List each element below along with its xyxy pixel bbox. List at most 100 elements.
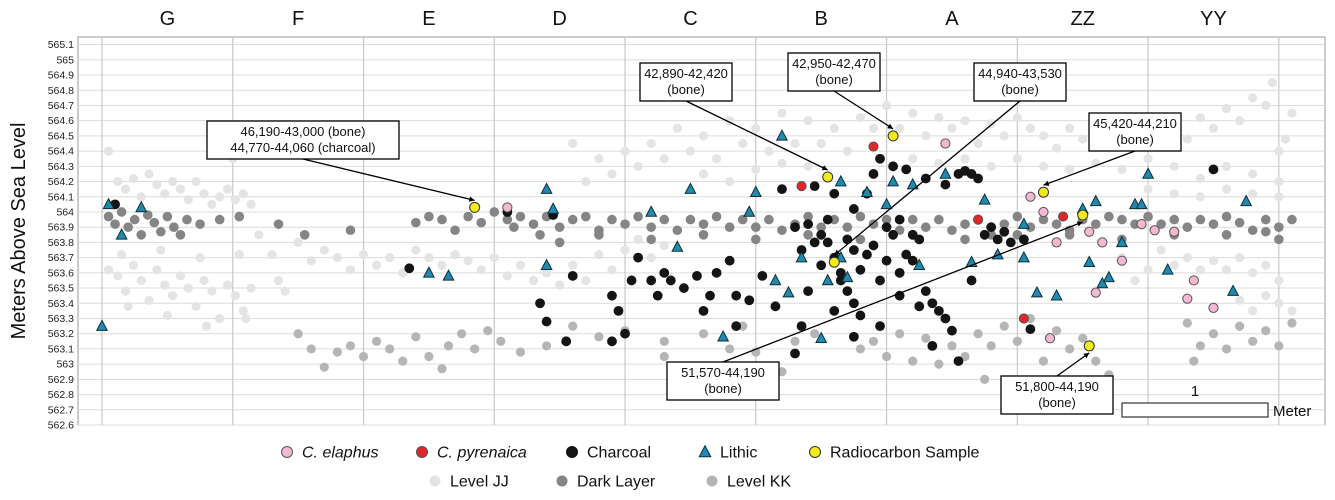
kk-point: [424, 351, 434, 362]
x-unit-label: F: [292, 8, 304, 30]
dark-point: [129, 214, 140, 225]
y-tick-label: 564.4: [48, 146, 74, 158]
charcoal-point: [790, 222, 800, 233]
kk-point: [483, 326, 493, 336]
jj-point: [568, 260, 578, 270]
lithic-point: [540, 258, 553, 271]
jj-point: [1274, 298, 1284, 308]
kk-point: [443, 341, 454, 351]
radiocarbon-point: [1037, 186, 1049, 198]
jj-point: [1208, 256, 1219, 266]
jj-point: [345, 265, 356, 275]
charcoal-point: [744, 295, 755, 306]
jj-point: [1038, 161, 1049, 171]
jj-point: [1143, 184, 1153, 194]
x-unit-label: D: [552, 8, 566, 30]
jj-point: [144, 169, 154, 179]
x-unit-label: YY: [1200, 8, 1227, 30]
charcoal-point: [567, 270, 578, 281]
callout-text: 51,570-44,190: [681, 365, 765, 380]
callout-box: [973, 62, 1067, 102]
callout-text: 45,420-44,210: [1093, 116, 1177, 131]
jj-point: [136, 275, 146, 286]
charcoal-point: [829, 188, 840, 199]
jj-point: [1274, 176, 1284, 187]
callout-text: (bone): [704, 381, 742, 396]
kk-point: [790, 336, 800, 346]
jj-point: [463, 256, 473, 266]
dark-point: [646, 222, 656, 232]
x-unit-label: A: [945, 8, 959, 30]
jj-point: [254, 230, 264, 240]
jj-point: [895, 123, 905, 133]
lithic-point: [743, 205, 756, 217]
dark-point: [698, 230, 709, 240]
dark-point: [999, 219, 1010, 229]
dark-point: [1274, 234, 1284, 245]
y-tick-label: 563.4: [48, 298, 74, 310]
jj-point: [230, 291, 240, 301]
dark-point: [123, 222, 133, 232]
callout-arrow-line: [1056, 352, 1090, 377]
lithic-point: [887, 174, 900, 187]
jj-point: [960, 116, 970, 126]
radiocarbon-point: [887, 130, 899, 142]
dark-point: [1274, 222, 1284, 232]
jj-point: [829, 123, 839, 133]
kk-point: [332, 347, 342, 357]
elaphus-point: [1044, 333, 1056, 344]
jj-point: [234, 249, 244, 260]
charcoal-point: [607, 336, 617, 347]
callout-text: (bone): [1038, 395, 1076, 410]
elaphus-point: [1051, 237, 1062, 248]
jj-point: [222, 280, 233, 290]
charcoal-point: [855, 264, 866, 275]
callout-text: (bone): [1116, 132, 1154, 147]
kk-point: [868, 336, 879, 346]
jj-point: [183, 283, 193, 293]
dark-point: [1260, 214, 1271, 225]
lithic-point: [769, 273, 782, 286]
radiocarbon-point: [1083, 340, 1095, 352]
kk-point: [1189, 356, 1199, 366]
dark-point: [535, 230, 545, 240]
jj-point: [659, 240, 669, 251]
kk-point: [411, 332, 421, 342]
jj-point: [1065, 123, 1075, 133]
jj-point: [685, 146, 696, 156]
dark-point: [345, 225, 356, 236]
dark-point: [116, 207, 127, 217]
lithic-point: [1227, 284, 1240, 296]
callout-text: 42,950-42,470: [792, 56, 876, 71]
y-tick-label: 564.8: [48, 85, 74, 97]
charcoal-point: [966, 169, 977, 179]
jj-point: [215, 313, 225, 324]
kk-point: [659, 351, 669, 362]
jj-point: [1078, 134, 1088, 144]
lithic-point: [442, 269, 455, 281]
jj-point: [803, 161, 813, 171]
callout-arrowhead: [468, 196, 475, 202]
charcoal-point: [652, 290, 663, 301]
jj-point: [246, 283, 256, 293]
jj-point: [230, 195, 240, 205]
y-tick-label: 562.7: [48, 404, 74, 416]
jj-point: [199, 189, 209, 199]
jj-point: [1267, 78, 1277, 88]
charcoal-point: [711, 267, 722, 278]
kk-point: [398, 356, 408, 366]
jj-point: [659, 154, 669, 164]
jj-point: [1012, 154, 1022, 164]
jj-point: [1169, 189, 1179, 199]
dark-point: [960, 219, 970, 229]
scale-bar-value: 1: [1191, 383, 1199, 400]
jj-point: [246, 199, 256, 209]
jj-point: [120, 286, 131, 296]
dark-point: [1143, 211, 1153, 222]
charcoal-point: [907, 229, 918, 240]
kk-point: [1091, 356, 1101, 366]
jj-point: [1221, 103, 1232, 114]
jj-point: [1130, 275, 1140, 286]
legend-marker-radiocarbon: [809, 446, 821, 458]
charcoal-point: [613, 305, 624, 316]
